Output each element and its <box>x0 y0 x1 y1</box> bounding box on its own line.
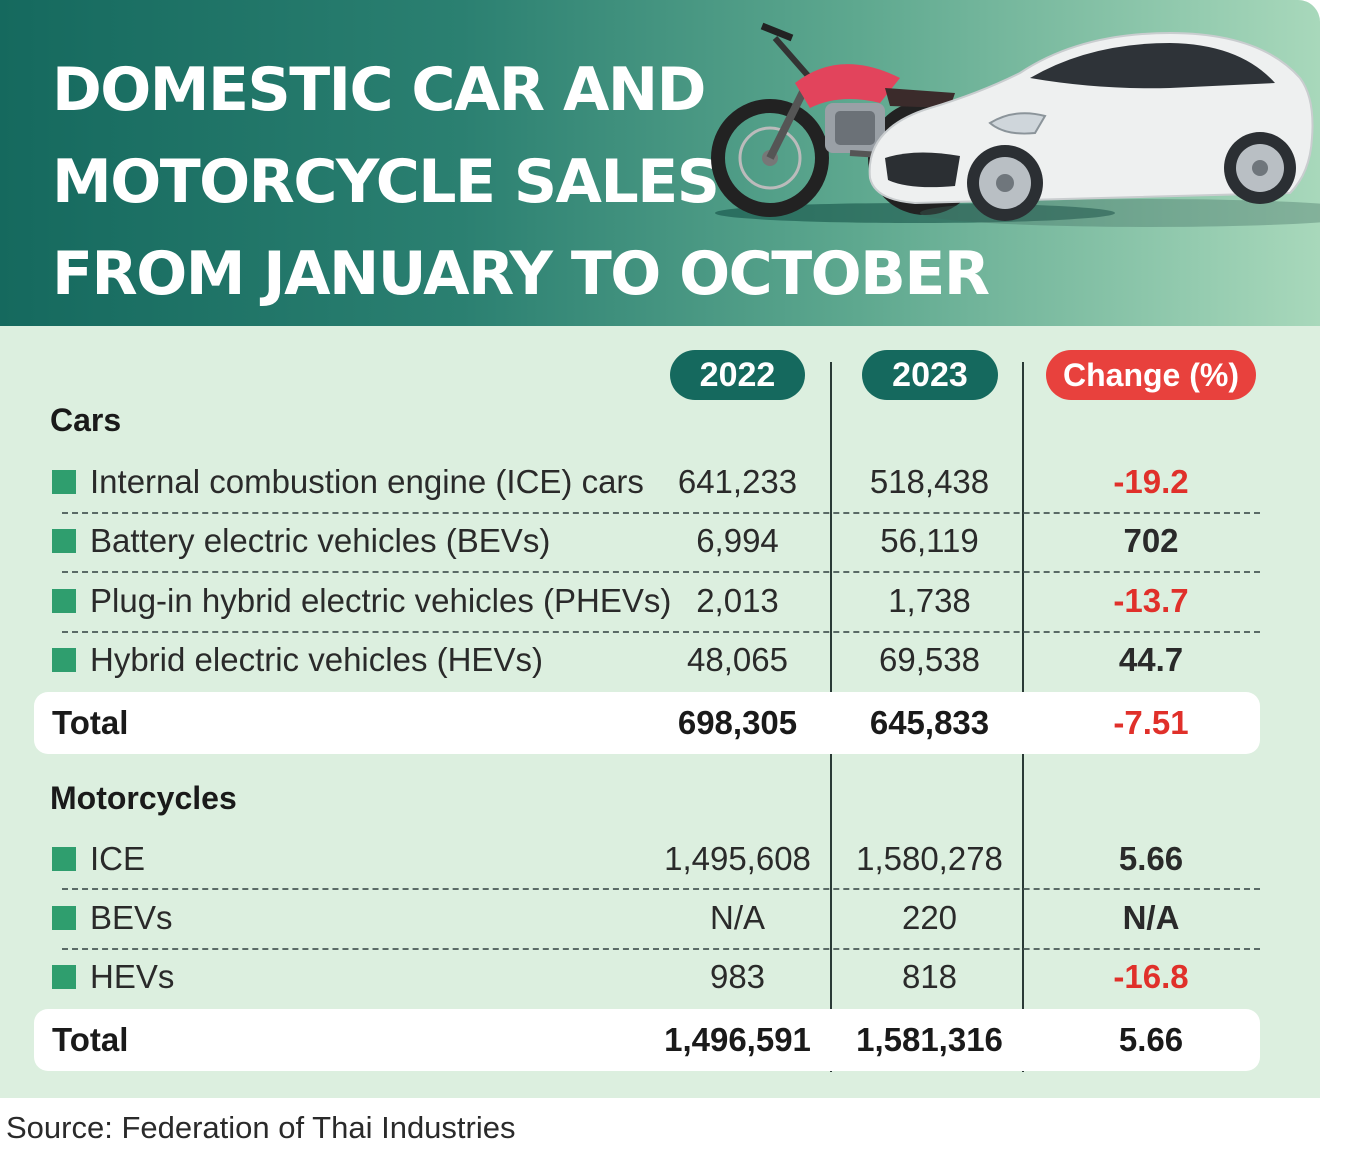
row-label: Hybrid electric vehicles (HEVs) <box>90 641 543 678</box>
row-label: BEVs <box>90 899 173 936</box>
total-row-motorcycles: Total 1,496,591 1,581,316 5.66 <box>34 1009 1260 1071</box>
infographic-card: DOMESTIC CAR AND MOTORCYCLE SALES FROM J… <box>0 0 1320 1098</box>
value-change: 702 <box>1123 522 1179 559</box>
value-change: 5.66 <box>1118 840 1184 877</box>
section-title-motorcycles: Motorcycles <box>50 780 237 816</box>
row-divider <box>62 571 1260 573</box>
value-change: -19.2 <box>1113 463 1189 500</box>
total-change: 5.66 <box>1118 1021 1184 1058</box>
header-banner: DOMESTIC CAR AND MOTORCYCLE SALES FROM J… <box>0 0 1320 326</box>
column-header-2023: 2023 <box>862 350 998 400</box>
column-header-change: Change (%) <box>1046 350 1256 400</box>
table-row: Internal combustion engine (ICE) cars 64… <box>0 452 1320 512</box>
bullet-square-icon <box>52 847 76 871</box>
total-label: Total <box>52 1021 129 1058</box>
row-label: Battery electric vehicles (BEVs) <box>90 522 551 559</box>
value-2022: 6,994 <box>696 522 779 559</box>
value-2023: 220 <box>901 899 958 936</box>
section-title-cars: Cars <box>50 402 122 438</box>
bullet-square-icon <box>52 648 76 672</box>
value-2023: 1,738 <box>888 582 971 619</box>
value-2023: 518,438 <box>869 463 990 500</box>
title-line-1: DOMESTIC CAR AND <box>52 55 706 125</box>
row-label: Plug-in hybrid electric vehicles (PHEVs) <box>90 582 672 619</box>
row-label: HEVs <box>90 958 175 995</box>
value-change: N/A <box>1122 899 1180 936</box>
bullet-square-icon <box>52 589 76 613</box>
value-2022: N/A <box>709 899 765 936</box>
value-2022: 641,233 <box>677 463 798 500</box>
value-2023: 818 <box>901 958 958 995</box>
value-2022: 1,495,608 <box>664 840 811 877</box>
total-row-cars: Total 698,305 645,833 -7.51 <box>34 692 1260 754</box>
row-divider <box>62 948 1260 950</box>
table-row: ICE 1,495,608 1,580,278 5.66 <box>0 829 1320 889</box>
row-divider <box>62 631 1260 633</box>
bullet-square-icon <box>52 965 76 989</box>
sports-car-illustration <box>868 31 1320 227</box>
bullet-square-icon <box>52 529 76 553</box>
value-2022: 48,065 <box>687 641 788 678</box>
row-label: Internal combustion engine (ICE) cars <box>90 463 644 500</box>
table-row: Hybrid electric vehicles (HEVs) 48,065 6… <box>0 630 1320 690</box>
row-divider <box>62 888 1260 890</box>
total-2022: 1,496,591 <box>664 1021 811 1058</box>
value-change: -13.7 <box>1113 582 1189 619</box>
table-row: HEVs 983 818 -16.8 <box>0 947 1320 1007</box>
value-2023: 56,119 <box>880 522 979 559</box>
value-change: -16.8 <box>1113 958 1189 995</box>
title-line-3: FROM JANUARY TO OCTOBER <box>52 239 990 309</box>
vehicles-illustration <box>711 22 1320 227</box>
table-row: BEVs N/A 220 N/A <box>0 888 1320 948</box>
value-change: 44.7 <box>1118 641 1184 678</box>
row-divider <box>62 512 1260 514</box>
value-2022: 983 <box>709 958 766 995</box>
value-2022: 2,013 <box>696 582 779 619</box>
row-label: ICE <box>90 840 146 877</box>
total-2022: 698,305 <box>677 704 798 741</box>
title-line-2: MOTORCYCLE SALES <box>52 147 720 217</box>
motorcycle-illustration <box>711 22 1115 223</box>
value-2023: 1,580,278 <box>856 840 1003 877</box>
total-change: -7.51 <box>1113 704 1189 741</box>
table-row: Battery electric vehicles (BEVs) 6,994 5… <box>0 511 1320 571</box>
total-2023: 1,581,316 <box>856 1021 1003 1058</box>
bullet-square-icon <box>52 906 76 930</box>
source-note: Source: Federation of Thai Industries <box>6 1110 516 1145</box>
column-header-2022: 2022 <box>670 350 805 400</box>
table-row: Plug-in hybrid electric vehicles (PHEVs)… <box>0 571 1320 631</box>
bullet-square-icon <box>52 470 76 494</box>
total-label: Total <box>52 704 129 741</box>
total-2023: 645,833 <box>869 704 990 741</box>
value-2023: 69,538 <box>879 641 980 678</box>
page-title: DOMESTIC CAR AND MOTORCYCLE SALES FROM J… <box>52 44 990 320</box>
